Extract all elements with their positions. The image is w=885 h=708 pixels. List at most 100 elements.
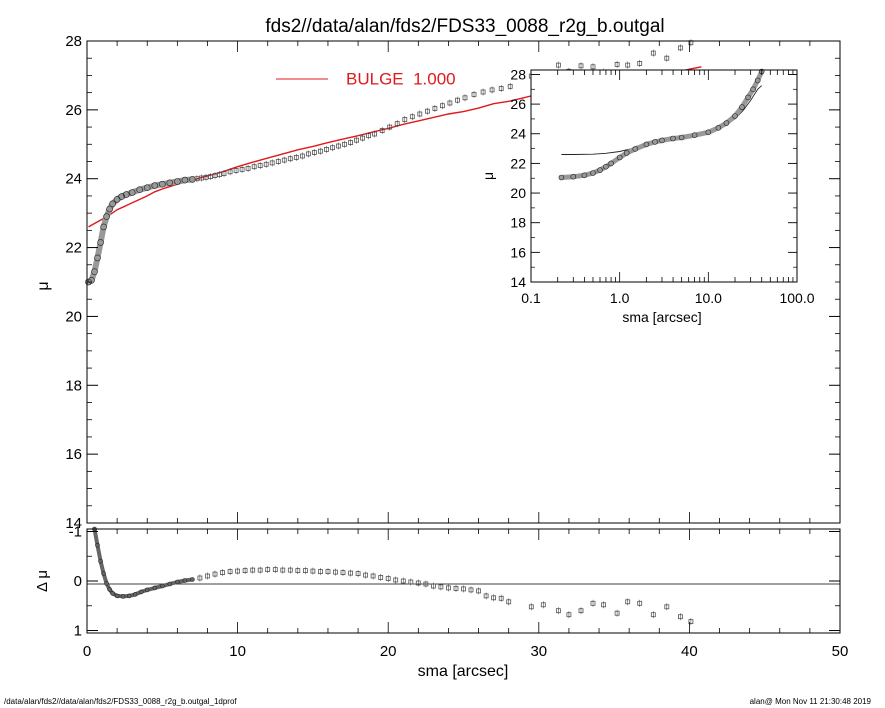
inset-profile-point	[732, 113, 738, 119]
figure-title: fds2//data/alan/fds2/FDS33_0088_r2g_b.ou…	[265, 16, 664, 37]
main-profile-point	[159, 180, 166, 188]
residual-profile-point	[114, 593, 120, 599]
legend-label: BULGE 1.000	[346, 69, 456, 88]
inset-y-tick-label: 24	[510, 126, 526, 142]
residual-y-axis-label: Δ μ	[34, 570, 51, 592]
main-profile-point	[174, 178, 181, 185]
residual-profile-point	[101, 571, 106, 576]
inset-x-tick-label: 10.0	[695, 290, 722, 306]
footer-filepath: /data/alan/fds2//data/alan/fds2/FDS33_00…	[4, 697, 237, 706]
residual-plot: -101 0 10 20 30 40 50 Δ μ sma [arcsec]	[34, 523, 848, 680]
inset-profile-point	[745, 94, 751, 101]
main-profile-point	[151, 182, 159, 189]
inset-profile-point	[603, 163, 609, 170]
main-y-tick-label: 26	[65, 102, 82, 119]
main-profile-point	[94, 254, 101, 262]
main-y-tick-label: 16	[65, 446, 82, 463]
inset-y-tick-label: 18	[510, 215, 526, 231]
x-tick-label: 20	[380, 643, 397, 660]
residual-profile-point	[104, 581, 109, 586]
inset-y-tick-label: 14	[510, 274, 526, 290]
residual-profile-point	[182, 578, 188, 583]
inset-profile-point	[652, 139, 658, 145]
x-tick-label: 10	[229, 643, 246, 660]
main-profile-point	[166, 179, 174, 187]
main-y-axis-label: μ	[35, 281, 52, 290]
residual-profile-core	[92, 527, 195, 599]
inset-log-profile-plot: 14 16 18 20 22 24 26 28 0.1 1.0 10.0 100.0 μ sma […	[480, 66, 815, 325]
x-tick-label: 40	[681, 643, 698, 660]
residual-profile-point	[95, 542, 100, 548]
main-y-tick-label: 14	[65, 515, 82, 532]
inset-profile-point	[678, 134, 685, 141]
main-y-tick-label: 20	[65, 308, 82, 325]
inset-y-axis-label: μ	[480, 172, 496, 180]
inset-profile-point	[590, 170, 596, 176]
inset-x-tick-label: 100.0	[779, 290, 814, 306]
inset-profile-point	[608, 160, 614, 167]
x-axis-label: sma [arcsec]	[418, 663, 509, 680]
main-profile-point	[103, 213, 110, 220]
inset-x-tick-label: 1.0	[610, 290, 630, 306]
inset-y-tick-label: 20	[510, 185, 526, 201]
legend: BULGE 1.000	[276, 69, 456, 88]
x-tick-label: 0	[83, 643, 91, 660]
main-profile-point	[97, 239, 104, 246]
main-profile-point	[128, 189, 136, 196]
residual-profile-point	[152, 585, 158, 591]
inset-profile-point	[659, 137, 665, 144]
residual-profile-point	[160, 583, 165, 589]
inset-profile-point	[597, 167, 603, 173]
inset-profile-point	[754, 77, 761, 84]
residual-y-tick-label: -1	[69, 523, 82, 540]
inset-x-axis-label: sma [arcsec]	[622, 309, 701, 325]
inset-y-tick-label: 22	[510, 155, 526, 171]
inset-y-tick-label: 26	[510, 96, 526, 112]
x-tick-label: 50	[832, 643, 849, 660]
residual-profile-point	[98, 558, 103, 564]
main-profile-point	[122, 191, 130, 198]
main-y-tick-label: 18	[65, 377, 82, 394]
residual-profile-point	[107, 587, 112, 592]
residual-y-tick-label: 1	[74, 623, 82, 640]
inset-profile-point	[750, 86, 756, 93]
main-profile-point	[189, 176, 196, 183]
main-profile-point	[88, 276, 95, 284]
main-y-tick-label: 24	[65, 171, 82, 188]
inset-profile-point	[739, 104, 745, 110]
residual-profile-point	[144, 587, 150, 593]
inset-profile-point	[670, 135, 676, 142]
x-tick-label: 30	[530, 643, 547, 660]
main-profile-point	[100, 223, 107, 231]
residual-profile-point	[138, 589, 144, 595]
inset-profile-point	[691, 132, 698, 138]
main-profile-plot: 14 16 18 20 22 24 26 28 μ BULGE 1.000	[35, 33, 841, 532]
inset-profile-point	[616, 154, 623, 161]
main-profile-core	[85, 176, 196, 285]
inset-y-tick-label: 28	[510, 66, 526, 82]
inset-profile-point	[558, 174, 565, 181]
main-profile-point	[143, 184, 151, 191]
inset-profile-point	[715, 125, 722, 131]
inset-profile-core	[558, 69, 765, 180]
main-profile-point	[106, 205, 113, 213]
inset-profile-point	[570, 173, 577, 180]
inset-profile-point	[723, 120, 730, 126]
main-y-tick-label: 28	[65, 33, 82, 50]
inset-profile-point	[623, 150, 630, 156]
residual-profile-point	[120, 594, 126, 599]
inset-plot-frame	[530, 69, 798, 283]
inset-y-tick-label: 16	[510, 244, 526, 260]
residual-profile-point	[110, 591, 115, 596]
residual-profile-point	[175, 579, 180, 585]
inset-profile-point	[705, 129, 712, 136]
footer-timestamp: alan@ Mon Nov 11 21:30:48 2019	[749, 697, 871, 706]
main-profile-point	[136, 186, 143, 193]
residual-profile-point	[126, 593, 132, 599]
main-y-tick-label: 22	[65, 240, 82, 257]
main-profile-point	[91, 268, 98, 276]
main-profile-point	[181, 176, 189, 184]
main-profile-point	[118, 193, 125, 200]
residual-profile-point	[167, 581, 173, 587]
